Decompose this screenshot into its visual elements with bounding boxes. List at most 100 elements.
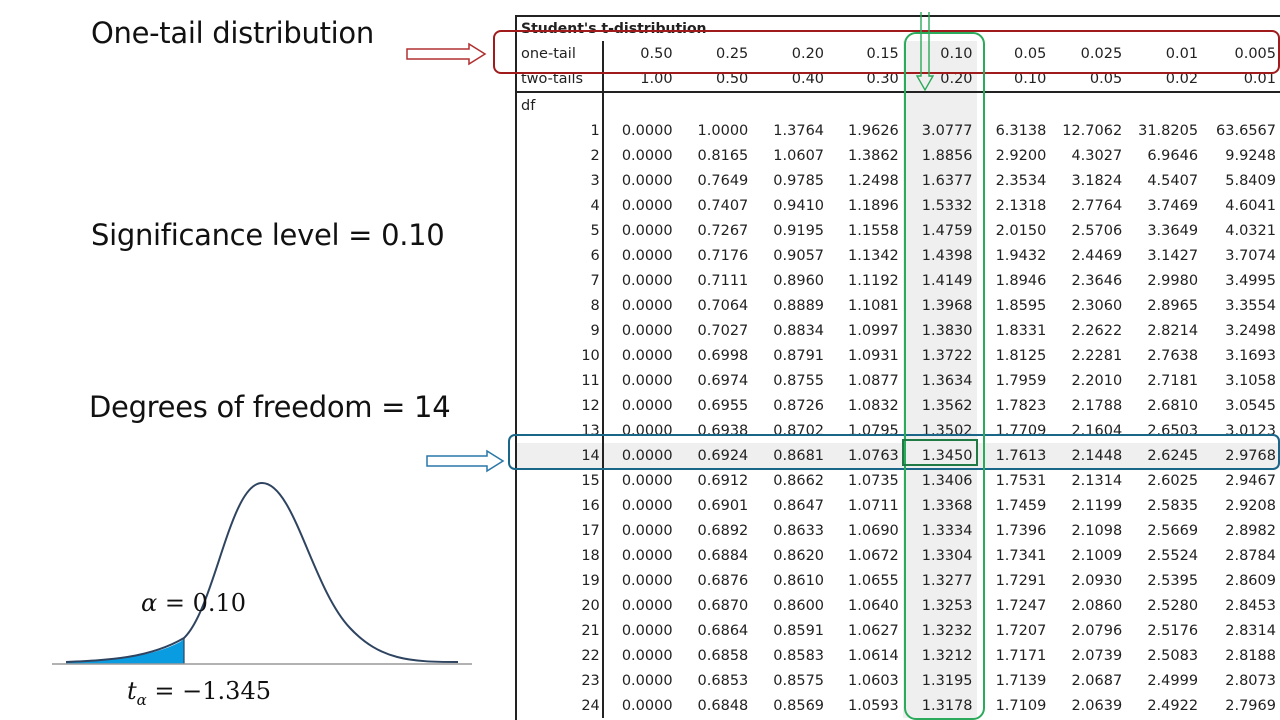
table-cell: 0.0000 [621,147,673,164]
table-cell: 2.8609 [1225,572,1276,589]
table-cell: 31.8205 [1138,122,1199,139]
df-cell: 12 [517,393,604,418]
table-cell: 1.9626 [848,122,899,139]
table-cell: 2.0639 [1071,697,1123,714]
df-arrow-icon [426,449,505,473]
table-cell: 2.8784 [1225,547,1276,564]
table-cell: 1.8856 [902,143,977,168]
table-cell: 0.0000 [621,522,673,539]
one-tail-value: 0.10 [902,41,977,66]
df-cell: 7 [517,268,604,293]
table-cell: 2.5835 [1147,497,1199,514]
table-cell: 0.8702 [773,422,825,439]
table-cell: 2.8073 [1225,672,1276,689]
df-cell: 15 [517,468,604,493]
table-cell: 2.7969 [1225,697,1276,714]
table-row: 16 0.0000 0.6901 0.8647 1.0711 1.3368 1.7459 2.… [517,493,1280,518]
table-cell: 0.0000 [621,247,673,264]
table-cell: 3.0777 [902,118,977,143]
one-tail-value: 0.15 [866,45,899,62]
alpha-symbol: α [141,589,158,617]
table-row: 19 0.0000 0.6876 0.8610 1.0655 1.3277 1.7291 2.… [517,568,1280,593]
table-row: 17 0.0000 0.6892 0.8633 1.0690 1.3334 1.7396 2.… [517,518,1280,543]
table-cell: 3.2498 [1225,322,1276,339]
table-cell: 1.0711 [848,497,899,514]
table-row: 23 0.0000 0.6853 0.8575 1.0603 1.3195 1.7139 2.… [517,668,1280,693]
t-distribution-curve [52,481,472,665]
table-cell: 1.4398 [902,243,977,268]
table-cell: 1.1192 [848,272,899,289]
table-cell: 2.5176 [1147,622,1199,639]
table-cell: 0.6884 [697,547,749,564]
table-cell: 2.9208 [1225,497,1276,514]
table-cell: 2.2622 [1071,322,1123,339]
table-cell: 1.3722 [902,343,977,368]
two-tails-value: 0.30 [828,66,903,93]
table-cell: 0.8165 [697,147,749,164]
table-cell: 0.8889 [773,297,825,314]
table-cell: 0.6924 [676,443,753,468]
table-cell: 6.9646 [1147,147,1199,164]
table-cell: 2.6025 [1147,472,1199,489]
table-cell: 3.7469 [1147,197,1199,214]
table-cell: 2.6245 [1126,443,1203,468]
table-row: 15 0.0000 0.6912 0.8662 1.0735 1.3406 1.7531 2.… [517,468,1280,493]
table-cell: 0.0000 [621,347,673,364]
table-cell: 2.1604 [1071,422,1123,439]
t-subscript: α [136,690,147,709]
table-cell: 0.0000 [621,672,673,689]
table-cell: 1.0931 [848,347,899,364]
one-tail-arrow-icon [406,42,487,66]
table-row: 13 0.0000 0.6938 0.8702 1.0795 1.3502 1.7709 2.… [517,418,1280,443]
table-cell: 0.6870 [697,597,749,614]
df-header-row: df [517,92,1280,118]
t-distribution-table: Student's t-distribution one-tail 0.50 0.2… [515,15,1280,720]
table-cell: 0.8681 [752,443,829,468]
table-cell: 1.0690 [848,522,899,539]
table-cell: 2.0796 [1071,622,1123,639]
table-cell: 3.3554 [1225,297,1276,314]
table-cell: 2.5669 [1147,522,1199,539]
table-cell: 1.7459 [995,497,1047,514]
table-cell: 2.3646 [1071,272,1123,289]
table-cell: 5.8409 [1225,172,1276,189]
table-cell: 1.4149 [902,268,977,293]
table-cell: 0.9410 [773,197,825,214]
table-row: 12 0.0000 0.6955 0.8726 1.0832 1.3562 1.7823 2.… [517,393,1280,418]
alpha-annotation: α = 0.10 [141,589,246,617]
table-cell: 1.3195 [902,668,977,693]
table-cell: 0.6912 [697,472,749,489]
t-value: = −1.345 [146,677,271,705]
table-cell: 0.8647 [773,497,825,514]
table-cell: 1.1558 [848,222,899,239]
table-cell: 2.6810 [1147,397,1199,414]
table-cell: 3.7074 [1225,247,1276,264]
table-cell: 0.7176 [697,247,749,264]
df-cell: 19 [517,568,604,593]
table-cell: 2.0150 [995,222,1047,239]
table-cell: 2.0739 [1071,647,1123,664]
table-cell: 1.3830 [902,318,977,343]
table-cell: 0.8575 [773,672,825,689]
table-row: 5 0.0000 0.7267 0.9195 1.1558 1.4759 2.0150 2.5… [517,218,1280,243]
table-cell: 0.6858 [697,647,749,664]
df-cell: 22 [517,643,604,668]
significance-level-label: Significance level = 0.10 [91,218,445,252]
two-tails-header: two-tails [517,66,604,93]
table-cell: 0.8755 [773,372,825,389]
table-cell: 1.0672 [848,547,899,564]
table-cell: 2.4469 [1071,247,1123,264]
table-cell: 1.7396 [995,522,1047,539]
table-cell: 0.0000 [621,622,673,639]
table-cell: 2.1788 [1071,397,1123,414]
table-cell: 0.0000 [621,597,673,614]
one-tail-value: 0.01 [1165,45,1199,62]
table-cell: 2.4999 [1147,672,1199,689]
two-tails-value: 0.20 [902,66,977,93]
table-cell: 3.0123 [1225,422,1276,439]
table-cell: 1.0627 [848,622,899,639]
table-cell: 2.8314 [1225,622,1276,639]
table-cell: 4.5407 [1147,172,1199,189]
df-cell: 2 [517,143,604,168]
table-cell: 0.6938 [697,422,749,439]
